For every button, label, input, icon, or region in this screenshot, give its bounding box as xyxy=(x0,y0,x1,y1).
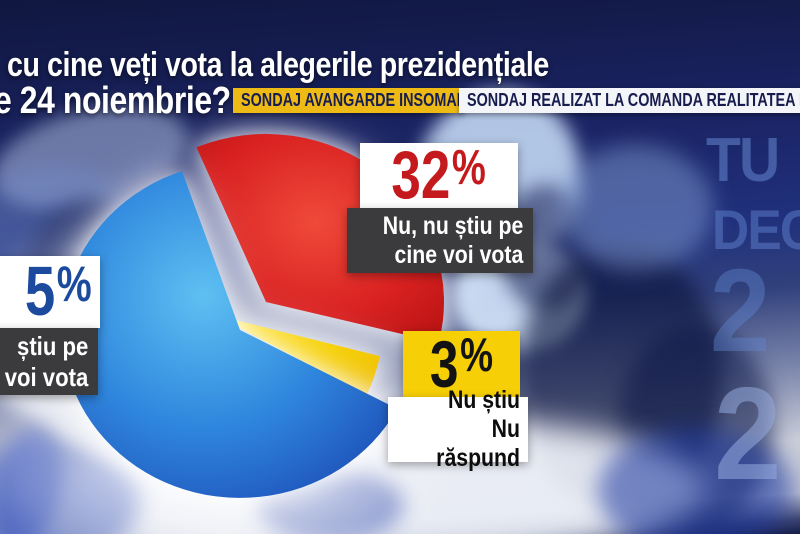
callout-noanswer-label: Nu știu Nu răspund xyxy=(436,386,520,472)
badge-sondaj-avangarde: SONDAJ AVANGARDE INSOMAR xyxy=(233,88,467,113)
percent-sign: % xyxy=(452,140,487,195)
percent-sign: % xyxy=(57,255,92,313)
callout-know-percent-box: 5% xyxy=(0,256,100,328)
badge-sondaj-realitatea: SONDAJ REALIZAT LA COMANDA REALITATEA PL… xyxy=(459,88,800,113)
callout-noanswer-percent-box: 3% xyxy=(403,331,520,397)
pie-slice-know xyxy=(62,171,398,498)
callout-undecided-label-box: Nu, nu știu pe cine voi vota xyxy=(347,208,533,273)
callout-noanswer-label-box: Nu știu Nu răspund xyxy=(388,386,528,472)
callout-undecided-label: Nu, nu știu pe cine voi vota xyxy=(382,211,523,269)
badge-sondaj-avangarde-label: SONDAJ AVANGARDE INSOMAR xyxy=(241,90,468,110)
badge-sondaj-realitatea-label: SONDAJ REALIZAT LA COMANDA REALITATEA PL… xyxy=(467,90,800,110)
percent-value: 32 xyxy=(391,136,451,213)
callout-noanswer-percent: 3% xyxy=(429,326,494,401)
pie-slice-noanswer xyxy=(215,315,380,395)
headline-question-line1: cu cine veți vota la alegerile prezidenț… xyxy=(7,46,549,84)
callout-know-label-box: știu pe voi vota xyxy=(0,328,98,395)
callout-know-percent: 5% xyxy=(25,252,92,331)
percent-value: 5 xyxy=(25,252,56,331)
callout-undecided-percent: 32% xyxy=(391,136,487,213)
callout-undecided-percent-box: 32% xyxy=(360,136,518,213)
percent-sign: % xyxy=(460,328,494,382)
percent-value: 3 xyxy=(429,326,459,401)
callout-know-label: știu pe voi vota xyxy=(4,331,88,392)
headline-question-line2: e 24 noiembrie? xyxy=(0,80,231,122)
